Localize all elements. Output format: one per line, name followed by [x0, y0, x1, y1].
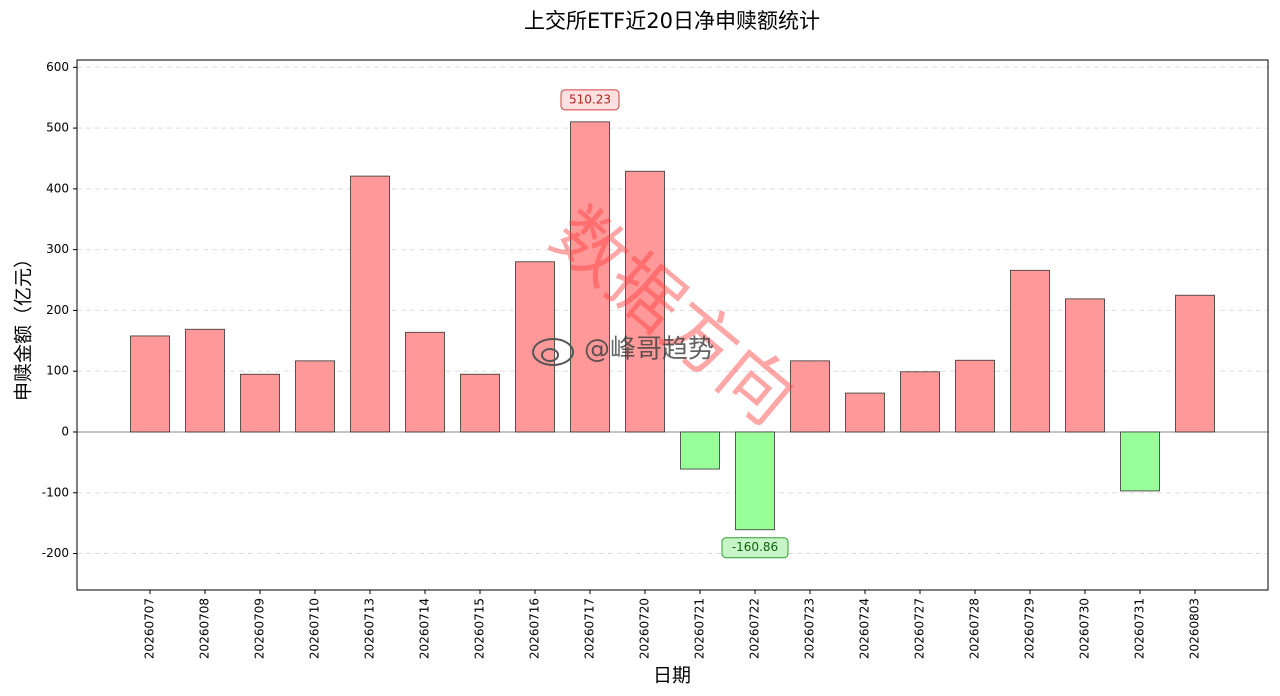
- y-tick-label: 300: [46, 242, 69, 256]
- y-tick-label: 500: [46, 121, 69, 135]
- watermark: @峰哥趋势: [584, 335, 714, 365]
- bar: [405, 331, 445, 433]
- plot-frame: [76, 59, 1269, 591]
- y-tick-label: -200: [42, 546, 69, 560]
- x-tick-label: 20260720: [638, 598, 652, 659]
- bar: [790, 360, 830, 433]
- y-axis-label: 申赎金额（亿元）: [13, 249, 35, 401]
- y-tick-label: 100: [46, 364, 69, 378]
- bar: [570, 121, 610, 433]
- y-tick-label: 0: [61, 424, 69, 438]
- x-tick-label: 20260727: [913, 598, 927, 659]
- value-label: 510.23: [569, 92, 611, 106]
- plot-area: [77, 66, 1268, 555]
- bar: [130, 335, 170, 433]
- x-tick-label: 20260728: [968, 598, 982, 659]
- bar: [185, 328, 225, 433]
- bar: [350, 175, 390, 433]
- y-tick-label: 200: [46, 303, 69, 317]
- x-tick-label: 20260715: [473, 598, 487, 659]
- bar: [735, 431, 775, 531]
- x-axis-label: 日期: [653, 665, 691, 687]
- bar: [460, 373, 500, 433]
- x-tick-label: 20260707: [143, 598, 157, 659]
- bar: [900, 371, 940, 433]
- bar: [1175, 294, 1215, 433]
- chart-title: 上交所ETF近20日净申赎额统计: [524, 9, 820, 33]
- bar: [625, 170, 665, 433]
- value-label-box: [560, 89, 620, 111]
- y-tick-label: -100: [42, 485, 69, 499]
- x-tick-label: 20260716: [528, 598, 542, 659]
- x-tick-label: 20260713: [363, 598, 377, 659]
- x-tick-label: 20260803: [1188, 598, 1202, 659]
- x-tick-label: 20260730: [1078, 598, 1092, 659]
- x-tick-label: 20260708: [198, 598, 212, 659]
- bar: [240, 373, 280, 433]
- y-tick-label: 400: [46, 181, 69, 195]
- bar: [295, 360, 335, 433]
- bar: [680, 431, 720, 470]
- x-tick-label: 20260731: [1133, 598, 1147, 659]
- bar: [955, 359, 995, 433]
- value-label: -160.86: [732, 540, 778, 554]
- value-label-box: [721, 537, 789, 559]
- weibo-icon: [532, 338, 574, 366]
- x-tick-label: 20260729: [1023, 598, 1037, 659]
- x-tick-label: 20260714: [418, 598, 432, 659]
- bar: [1065, 298, 1105, 433]
- x-tick-label: 20260710: [308, 598, 322, 659]
- x-tick-label: 20260723: [803, 598, 817, 659]
- bar: [1120, 431, 1160, 492]
- x-tick-label: 20260721: [693, 598, 707, 659]
- y-tick-label: 600: [46, 60, 69, 74]
- x-tick-label: 20260722: [748, 598, 762, 659]
- x-tick-label: 20260709: [253, 598, 267, 659]
- x-tick-label: 20260724: [858, 598, 872, 659]
- bar: [1010, 269, 1050, 433]
- bar: [845, 392, 885, 433]
- x-tick-label: 20260717: [583, 598, 597, 659]
